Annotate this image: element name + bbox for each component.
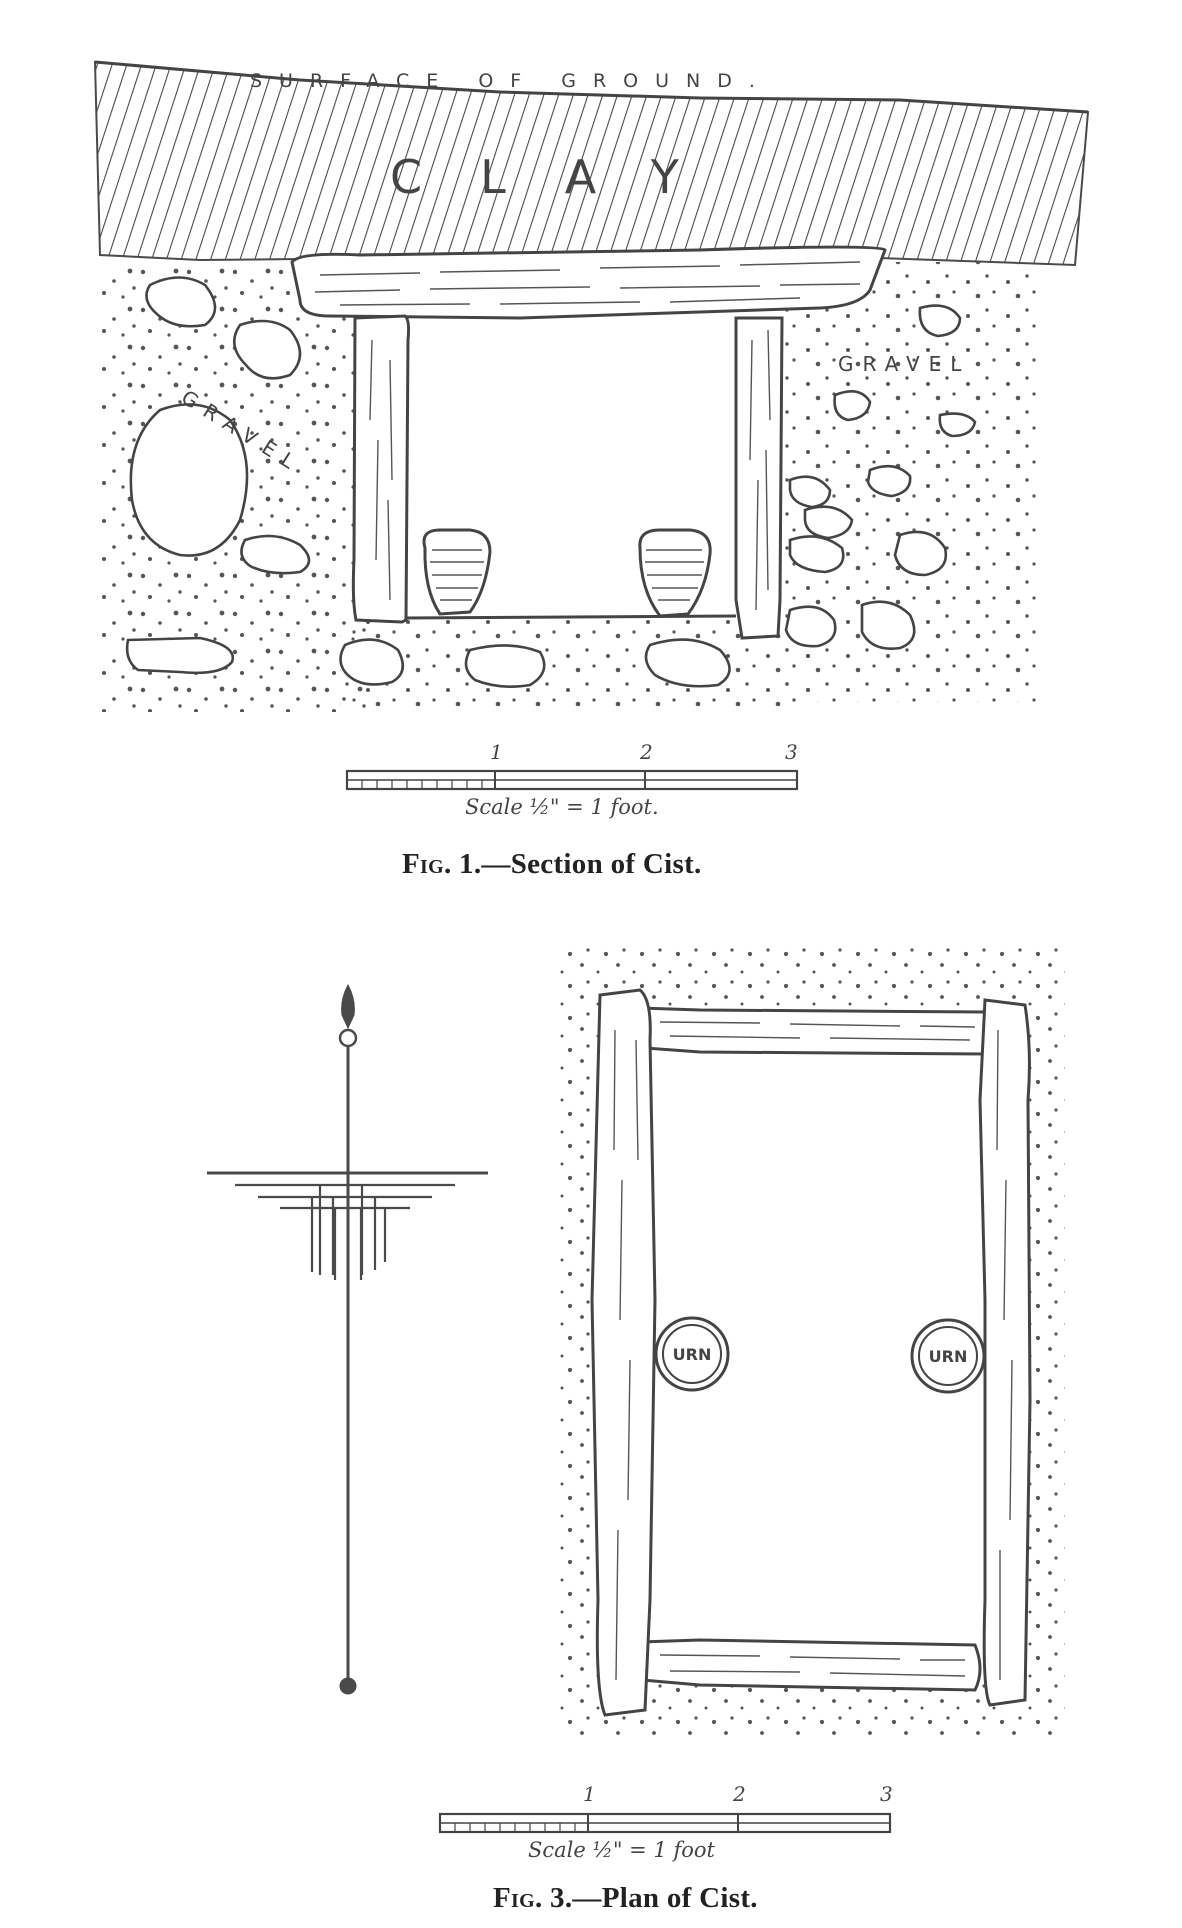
left-side-slab (351, 314, 411, 624)
stone (125, 636, 235, 675)
stone (833, 390, 872, 422)
plan-bottom-slab-grain (659, 1654, 966, 1677)
right-slab-grain (749, 329, 771, 611)
fig1-scale-tick-1: 1 (490, 740, 503, 764)
gravel-floor-area (340, 620, 810, 715)
fig1-scale-tick-2: 2 (640, 740, 653, 764)
plan-right-slab-grain (996, 1029, 1013, 1680)
plan-urn-right: URN (910, 1318, 986, 1394)
stone (145, 276, 217, 328)
capstone-grain (314, 261, 861, 306)
fig1-caption-text: —Section of Cist. (481, 848, 702, 880)
fig3-scale-label: Scale ½" = 1 foot (528, 1838, 715, 1862)
fig3-scale-tick-3: 3 (880, 1782, 893, 1806)
north-arrow (207, 983, 488, 1695)
plan-right-slab (978, 998, 1032, 1707)
plan-left-slab-grain (613, 1029, 639, 1681)
stone (644, 638, 731, 688)
stone (232, 319, 302, 380)
stone (860, 600, 916, 650)
fig1-scale-tick-3: 3 (785, 740, 798, 764)
fig3-scale-tick-2: 2 (733, 1782, 746, 1806)
fig1-scale-bar (345, 769, 799, 791)
fig1-scale-label: Scale ½" = 1 foot. (465, 795, 659, 819)
stone (129, 403, 249, 557)
plan-interior (650, 1030, 984, 1655)
fig3-scale-bar (438, 1812, 892, 1834)
stone (339, 638, 405, 686)
capstone (290, 245, 887, 320)
plan-gravel-area (555, 945, 1065, 1735)
surface-of-ground-label: SURFACE OF GROUND. (250, 70, 772, 92)
ground-surface-line (94, 60, 1089, 114)
stone (788, 535, 845, 574)
fig3-caption: Fig. 3.—Plan of Cist. (493, 1882, 758, 1915)
stone (240, 534, 311, 575)
fig3-caption-text: —Plan of Cist. (572, 1882, 758, 1914)
gravel-right-label: GRAVEL (838, 352, 971, 376)
cist-floor-line (405, 614, 737, 620)
right-side-slab (734, 316, 784, 640)
stone (788, 475, 832, 509)
plan-bottom-slab (638, 1638, 982, 1692)
plan-left-slab (590, 988, 657, 1717)
fig3-scale-tick-1: 1 (583, 1782, 596, 1806)
stone (784, 605, 837, 648)
stone (893, 530, 948, 577)
plan-urn-left-label: URN (673, 1345, 712, 1364)
left-slab-grain (369, 339, 393, 601)
stones (125, 276, 977, 688)
urn-left (422, 528, 492, 616)
section-of-cist-drawing (93, 60, 1090, 715)
stone (866, 464, 912, 498)
stone (464, 644, 546, 688)
plan-urn-right-label: URN (929, 1347, 968, 1366)
plan-urn-left: URN (654, 1316, 730, 1392)
fig1-caption-prefix: Fig. 1. (402, 848, 482, 880)
clay-label: CLAY (390, 150, 737, 204)
stone (918, 304, 962, 338)
stone (938, 412, 977, 438)
stone (803, 505, 854, 540)
urn-right (638, 528, 712, 618)
fig1-caption: Fig. 1.—Section of Cist. (402, 848, 702, 881)
fig3-caption-prefix: Fig. 3. (493, 1882, 573, 1914)
plan-top-slab-grain (659, 1021, 976, 1041)
plan-top-slab (638, 1006, 989, 1056)
